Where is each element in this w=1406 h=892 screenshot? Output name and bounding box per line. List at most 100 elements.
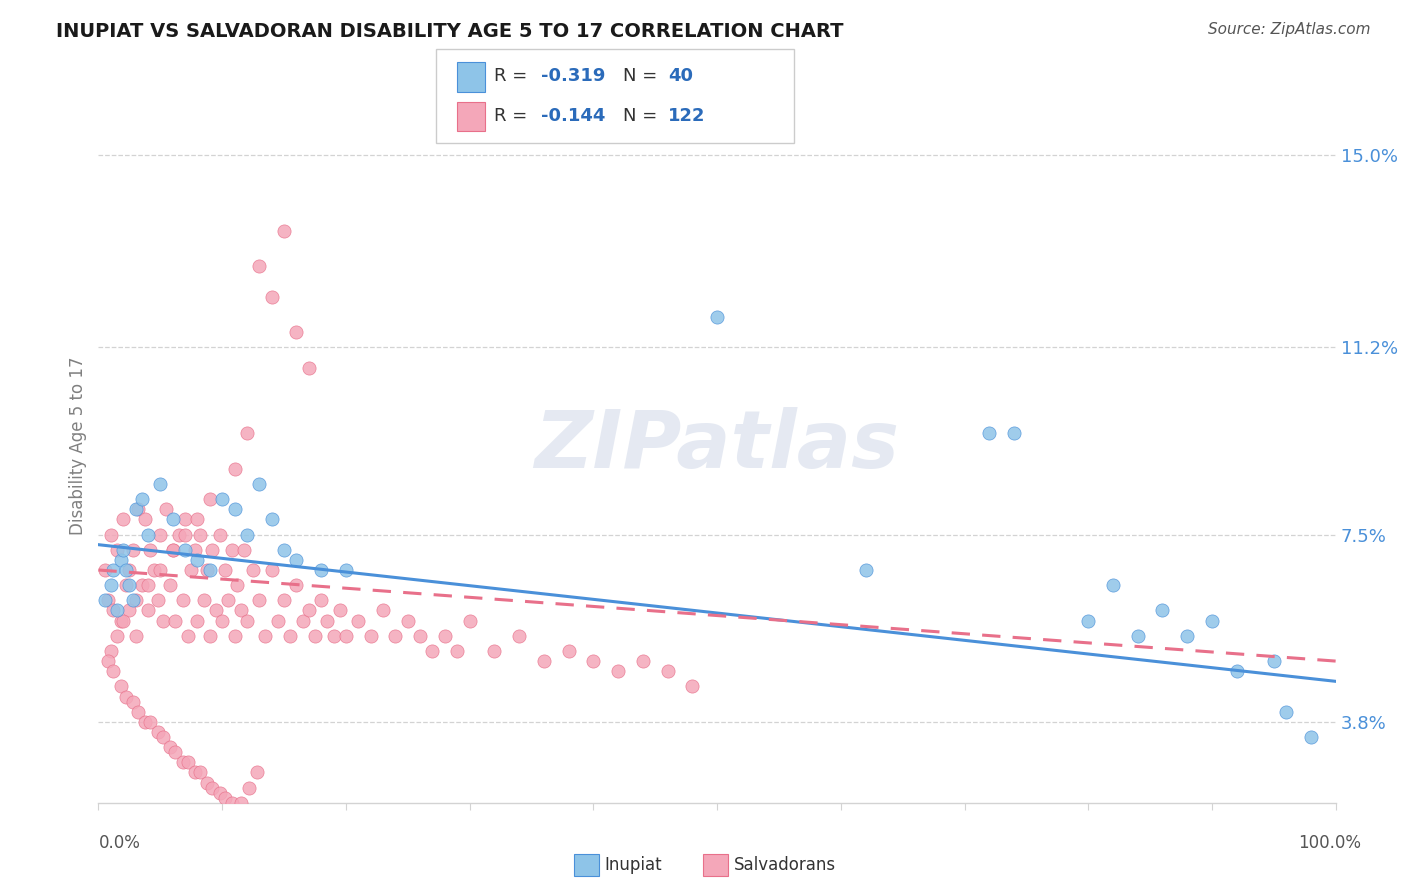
Text: 40: 40 [668,68,693,86]
Point [110,553,132,567]
Point [131,578,153,592]
Point [433,629,456,643]
Point [329,603,352,617]
Point [322,629,344,643]
Point [267,614,290,628]
Point [278,629,301,643]
Point [146,725,169,739]
Point [298,603,321,617]
Point [110,614,132,628]
Point [162,542,184,557]
Point [198,629,221,643]
Point [1226,664,1249,678]
Point [110,680,132,694]
Point [134,714,156,729]
Point [335,629,357,643]
Point [273,593,295,607]
Point [127,502,149,516]
Point [105,603,128,617]
Point [233,542,256,557]
Point [112,542,135,557]
Point [193,593,215,607]
Point [186,512,208,526]
Point [214,790,236,805]
Point [285,578,308,592]
Point [112,512,135,526]
Point [155,502,177,516]
Point [1263,654,1285,668]
Point [1175,629,1198,643]
Text: R =: R = [494,107,533,125]
Point [112,614,135,628]
Text: Inupiat: Inupiat [605,856,662,874]
Point [657,664,679,678]
Point [136,603,159,617]
Point [304,629,326,643]
Point [706,310,728,324]
Point [557,644,579,658]
Point [224,629,246,643]
Point [236,527,259,541]
Point [273,224,295,238]
Text: INUPIAT VS SALVADORAN DISABILITY AGE 5 TO 17 CORRELATION CHART: INUPIAT VS SALVADORAN DISABILITY AGE 5 T… [56,22,844,41]
Point [100,644,122,658]
Point [139,542,162,557]
Text: 122: 122 [668,107,706,125]
Point [229,796,252,810]
Text: Salvadorans: Salvadorans [734,856,837,874]
Point [136,527,159,541]
Point [221,542,243,557]
Point [174,542,197,557]
Point [186,553,208,567]
Point [1102,578,1125,592]
Point [221,796,243,810]
Point [582,654,605,668]
Point [979,426,1001,441]
Point [184,542,207,557]
Point [1275,705,1298,719]
Point [273,542,295,557]
Point [188,765,211,780]
Point [201,780,224,795]
Point [146,593,169,607]
Point [176,629,198,643]
Text: -0.144: -0.144 [541,107,606,125]
Point [152,614,174,628]
Point [124,502,146,516]
Point [458,614,481,628]
Point [224,462,246,476]
Point [176,756,198,770]
Point [291,614,314,628]
Point [165,745,187,759]
Point [167,527,190,541]
Point [118,578,141,592]
Point [224,502,246,516]
Point [236,426,259,441]
Point [855,563,877,577]
Point [260,563,283,577]
Point [484,644,506,658]
Point [214,563,236,577]
Point [195,563,218,577]
Point [384,629,406,643]
Point [246,765,269,780]
Point [1201,614,1223,628]
Point [347,614,370,628]
Point [1002,426,1025,441]
Point [242,563,264,577]
Point [184,765,207,780]
Point [149,527,172,541]
Point [134,512,156,526]
Point [105,629,128,643]
Point [172,593,194,607]
Point [396,614,419,628]
Point [260,512,283,526]
Point [1126,629,1149,643]
Point [195,775,218,789]
Point [162,512,184,526]
Point [159,578,181,592]
Point [446,644,468,658]
Text: N =: N = [623,107,662,125]
Point [681,680,703,694]
Point [103,664,125,678]
